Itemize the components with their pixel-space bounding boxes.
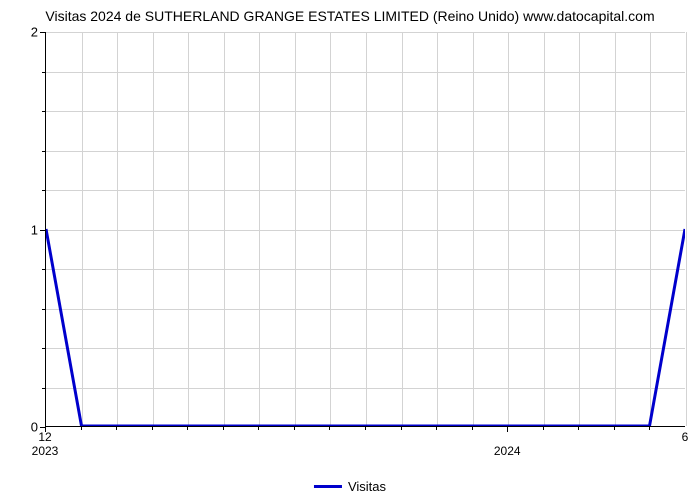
y-tick-label: 0 <box>31 420 38 435</box>
y-tick-label: 2 <box>31 25 38 40</box>
x-tick-secondary: 12 <box>38 430 51 444</box>
visits-chart: Visitas 2024 de SUTHERLAND GRANGE ESTATE… <box>0 0 700 500</box>
x-tick-secondary: 6 <box>682 430 689 444</box>
legend-swatch <box>314 485 342 488</box>
x-tick-main: 2023 <box>32 444 59 458</box>
chart-title: Visitas 2024 de SUTHERLAND GRANGE ESTATE… <box>0 0 700 24</box>
y-tick-label: 1 <box>31 222 38 237</box>
x-tick-main: 2024 <box>494 444 521 458</box>
legend: Visitas <box>314 479 386 494</box>
legend-label: Visitas <box>348 479 386 494</box>
plot-area <box>45 32 685 427</box>
